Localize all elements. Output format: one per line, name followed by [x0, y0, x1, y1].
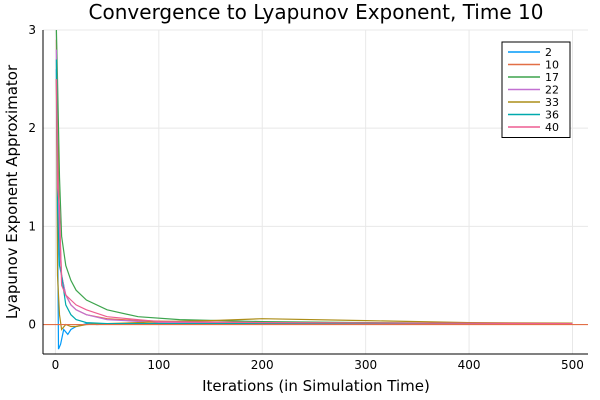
- x-tick-label: 0: [52, 358, 60, 372]
- y-axis-label: Lyapunov Exponent Approximator: [3, 64, 21, 319]
- legend-label: 40: [545, 121, 559, 134]
- series-line: [55, 79, 573, 325]
- y-tick-label: 2: [28, 121, 36, 135]
- x-axis-label: Iterations (in Simulation Time): [202, 377, 430, 395]
- x-tick-label: 100: [147, 358, 170, 372]
- x-tick-label: 400: [458, 358, 481, 372]
- series-line: [55, 39, 573, 325]
- y-tick-label: 0: [28, 318, 36, 332]
- legend-label: 17: [545, 71, 559, 84]
- series-line: [55, 69, 573, 350]
- x-tick-label: 300: [354, 358, 377, 372]
- series-line: [55, 49, 573, 325]
- series-line: [55, 29, 573, 325]
- series-line: [55, 59, 573, 325]
- y-tick-label: 3: [28, 23, 36, 37]
- x-tick-label: 200: [251, 358, 274, 372]
- tick-labels: 0 100 200 300 400 500 0 1 2 3: [28, 23, 584, 372]
- series-line: [55, 79, 573, 331]
- legend-label: 33: [545, 96, 559, 109]
- legend-label: 2: [545, 46, 552, 59]
- x-tick-label: 500: [561, 358, 584, 372]
- chart-title: Convergence to Lyapunov Exponent, Time 1…: [89, 0, 544, 24]
- legend-label: 22: [545, 84, 559, 97]
- series-lines: [43, 29, 588, 350]
- y-tick-label: 1: [28, 219, 36, 233]
- legend-label: 36: [545, 109, 559, 122]
- legend-label: 10: [545, 59, 559, 72]
